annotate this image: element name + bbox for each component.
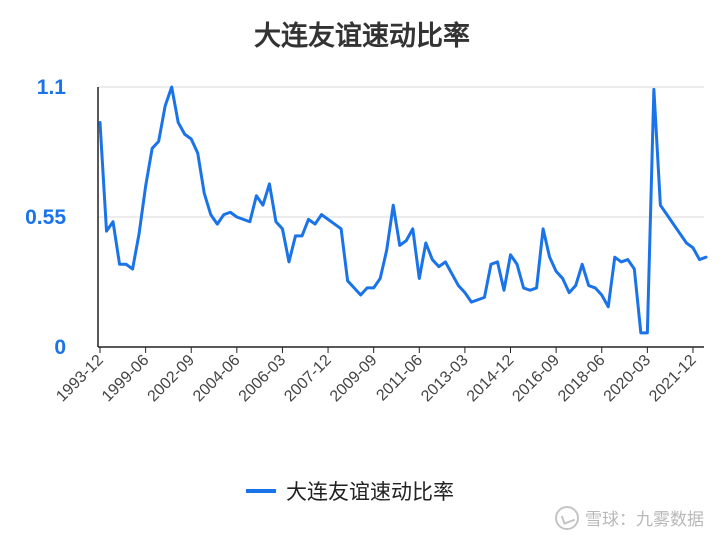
chart-title: 大连友谊速动比率 — [254, 21, 470, 52]
x-tick-label: 2014-12 — [464, 352, 518, 406]
x-tick-label: 2002-09 — [145, 352, 199, 406]
x-tick-label: 1993-12 — [53, 352, 107, 406]
legend-swatch — [246, 489, 276, 493]
x-tick-label: 2021-12 — [646, 352, 700, 406]
snowball-logo-icon — [555, 505, 579, 530]
y-tick-labels: 0 0.55 1.1 — [25, 76, 66, 359]
y-tick-label: 1.1 — [37, 76, 67, 99]
legend-label: 大连友谊速动比率 — [286, 480, 454, 504]
x-tick-label: 1999-06 — [99, 352, 153, 406]
y-tick-label: 0 — [54, 336, 66, 359]
x-tick-label: 2013-03 — [418, 352, 472, 406]
axes — [97, 87, 704, 348]
series-line[interactable] — [98, 85, 708, 335]
x-tick-labels: 1993-121999-062002-092004-062006-032007-… — [53, 347, 700, 405]
gridlines — [98, 86, 704, 218]
legend[interactable]: 大连友谊速动比率 — [246, 476, 454, 506]
watermark: 雪球：九雾数据 — [555, 505, 704, 530]
watermark-text: 雪球：九雾数据 — [585, 510, 704, 530]
x-tick-label: 2011-06 — [373, 352, 426, 405]
series-layer — [98, 85, 708, 335]
y-tick-label: 0.55 — [25, 206, 66, 229]
x-tick-label: 2004-06 — [190, 352, 244, 406]
x-tick-label: 2016-09 — [509, 352, 563, 406]
x-tick-label: 2006-03 — [236, 352, 290, 406]
x-tick-label: 2018-06 — [555, 352, 609, 406]
x-tick-label: 2007-12 — [281, 352, 335, 406]
x-tick-label: 2020-03 — [601, 352, 655, 406]
x-tick-label: 2009-09 — [327, 352, 381, 406]
